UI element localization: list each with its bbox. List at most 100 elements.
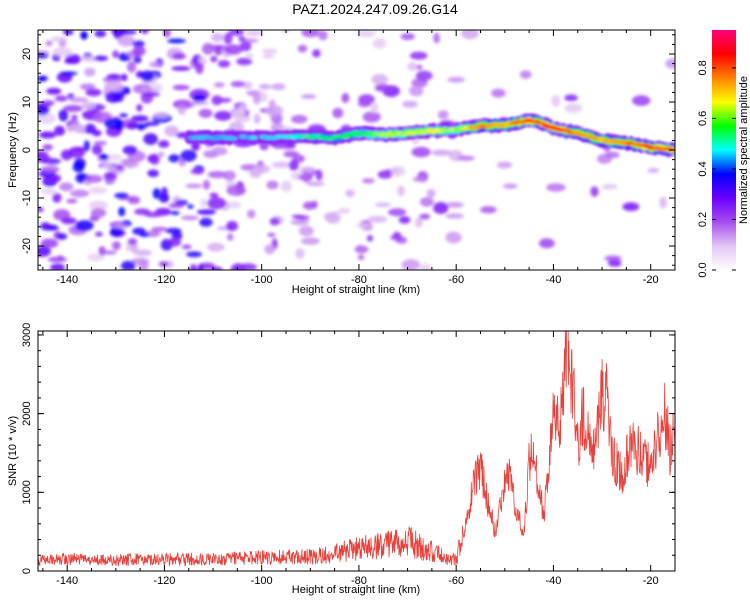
noise-blob [295,248,305,259]
noise-blob [75,220,94,231]
colorbar-tick-label: 0.2 [697,212,709,227]
noise-blob [214,110,233,121]
noise-blob [181,244,192,250]
noise-blob [247,209,256,219]
noise-blob [211,95,223,106]
noise-blob [143,133,158,145]
noise-blob [198,108,213,119]
spectrogram-x-axis-label: Height of straight line (km) [292,284,420,296]
noise-blob [72,162,85,173]
spectrogram-x-tick-label: -140 [56,274,78,286]
spectrogram-x-ticks: -140 -120 -100 -80 -60 -40 -20 [42,30,676,286]
noise-blob [564,94,578,102]
noise-blob [345,189,355,198]
snr-y-tick-label: 0 [21,568,33,574]
snr-x-tick-label: -100 [251,575,273,587]
noise-blob [607,259,622,267]
noise-blob [164,125,179,137]
noise-blob [362,111,381,123]
noise-blob [80,31,88,39]
noise-blob [265,105,284,117]
noise-blob [374,202,392,208]
noise-blob [211,266,223,270]
colorbar-tick-label: 0.0 [697,262,709,277]
noise-blob [171,66,191,71]
noise-blob [119,113,128,118]
noise-blob [209,192,219,198]
noise-blob [50,263,66,270]
snr-x-tick-label: -140 [56,575,78,587]
noise-blob [114,192,129,199]
noise-blob [366,234,374,242]
noise-blob [258,83,272,90]
noise-blob [199,217,213,227]
noise-blob [46,156,53,164]
noise-blob [58,39,67,48]
noise-blob [412,176,427,182]
noise-blob [390,234,403,241]
noise-blob [151,226,168,232]
noise-blob [291,114,308,124]
spectrogram-x-tick-label: -80 [351,274,367,286]
noise-blob [355,245,366,253]
ridge-segment [249,135,258,140]
noise-blob [357,100,372,108]
snr-y-ticks: 0 1000 2000 3000 [21,323,675,574]
snr-x-axis-label: Height of straight line (km) [292,584,420,596]
noise-blob [445,213,464,219]
noise-blob [190,168,204,175]
noise-blob [445,231,462,244]
noise-blob [120,73,128,82]
noise-blob [131,115,149,122]
noise-blob [312,49,321,58]
snr-series-line [38,331,675,567]
noise-blob [38,246,51,257]
noise-blob [397,185,405,197]
noise-blob [168,237,182,247]
noise-blob [122,145,138,155]
noise-blob [414,217,423,228]
noise-blob [133,249,153,257]
noise-blob [200,198,208,208]
noise-blob [437,110,449,120]
spectrogram-y-tick-label: 10 [21,96,33,108]
spectrogram-y-tick-label: 0 [21,147,33,153]
noise-blob [139,232,150,237]
noise-blob [111,241,121,251]
noise-blob [91,144,103,155]
noise-blob [226,220,239,232]
noise-blob [409,51,428,60]
noise-blob [149,153,160,165]
noise-blob [207,171,227,179]
spectrogram-x-tick-label: -60 [448,274,464,286]
noise-blob [81,101,96,110]
colorbar-ticks: 0.0 0.2 0.4 0.6 0.8 [697,60,736,278]
snr-y-tick-label: 3000 [21,323,33,347]
noise-blob [400,33,415,41]
noise-blob [62,30,74,36]
noise-blob [412,139,419,145]
noise-blob [158,140,170,148]
noise-blob [480,206,497,214]
noise-blob [94,30,107,38]
noise-blob [187,204,194,209]
noise-blob [84,67,96,77]
spectrogram-y-ticks: -20 -10 0 10 20 [21,34,675,266]
noise-blob [226,185,246,196]
noise-blob [269,217,280,226]
noise-blob [158,193,170,203]
noise-blob [419,213,431,220]
noise-blob [58,109,69,122]
noise-blob [298,225,314,237]
noise-blob [120,158,138,165]
noise-blob [242,81,253,90]
noise-blob [126,122,138,130]
noise-blob [58,182,74,192]
figure-title: PAZ1.2024.247.09.26.G14 [292,1,458,17]
noise-blob [271,83,286,91]
noise-blob [189,264,198,270]
spectrogram-ridge-layer [184,113,675,158]
noise-blob [94,55,109,62]
noise-blob [341,93,350,103]
noise-blob [46,87,62,95]
